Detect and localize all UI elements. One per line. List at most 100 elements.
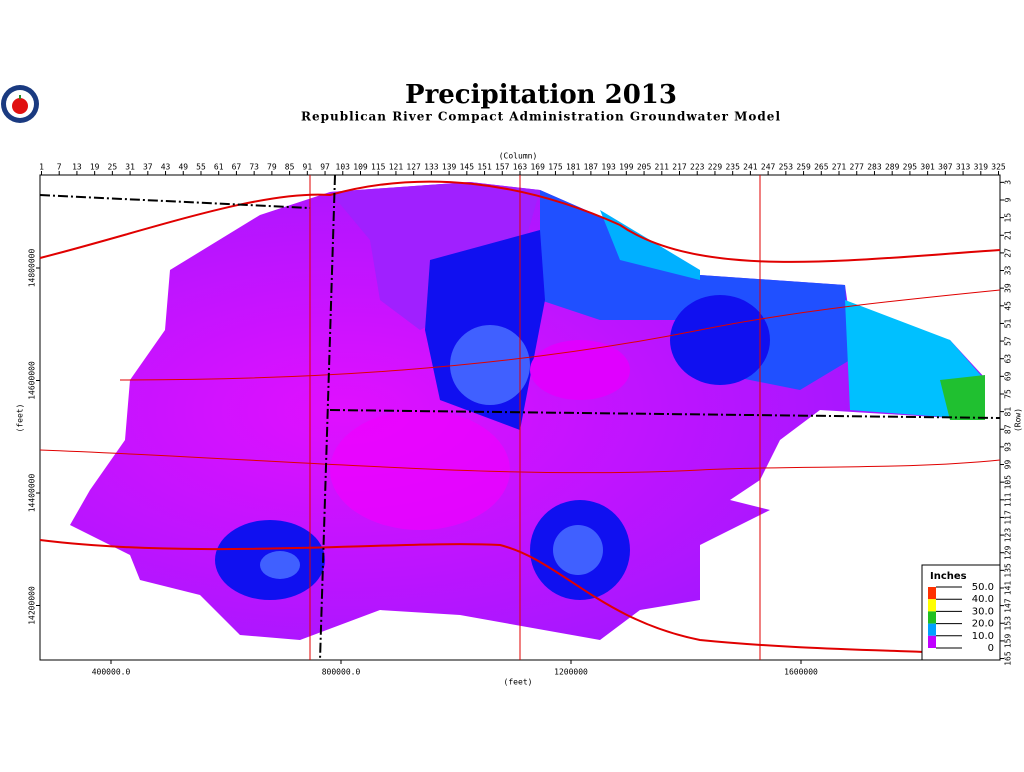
column-tick-label: 283	[867, 163, 882, 172]
row-tick-label: 117	[1004, 510, 1013, 525]
column-tick-label: 187	[584, 163, 599, 172]
column-tick-label: 109	[353, 163, 368, 172]
easting-tick-label: 400000.0	[92, 668, 131, 677]
column-tick-label: 1	[39, 163, 44, 172]
easting-tick-label: 1200000	[554, 668, 588, 677]
row-tick-label: 81	[1004, 407, 1013, 417]
legend-label: 40.0	[972, 594, 994, 605]
legend-swatch	[928, 599, 936, 612]
legend-label: 30.0	[972, 606, 994, 617]
column-tick-label: 55	[196, 163, 206, 172]
column-tick-label: 175	[548, 163, 563, 172]
column-tick-label: 61	[214, 163, 224, 172]
northing-tick-label: 14800000	[28, 249, 37, 288]
row-tick-label: 9	[1004, 197, 1013, 202]
title: Precipitation 2013	[405, 80, 677, 110]
column-tick-label: 163	[513, 163, 528, 172]
column-tick-label: 127	[406, 163, 421, 172]
row-tick-label: 69	[1004, 371, 1013, 381]
northing-tick-label: 14400000	[28, 474, 37, 513]
row-tick-label: 33	[1004, 266, 1013, 276]
column-tick-label: 25	[108, 163, 118, 172]
row-tick-label: 3	[1004, 180, 1013, 185]
column-tick-label: 79	[267, 163, 277, 172]
column-tick-label: 37	[143, 163, 153, 172]
row-tick-label: 21	[1004, 230, 1013, 240]
legend-label: 50.0	[972, 582, 994, 593]
roads	[39, 175, 1001, 660]
column-tick-label: 319	[974, 163, 989, 172]
column-tick-label: 151	[477, 163, 492, 172]
column-tick-label: 73	[249, 163, 259, 172]
row-tick-label: 27	[1004, 248, 1013, 258]
easting-axis-label: (feet)	[504, 678, 533, 687]
row-tick-label: 63	[1004, 354, 1013, 364]
column-tick-label: 49	[178, 163, 188, 172]
column-tick-label: 259	[796, 163, 811, 172]
column-tick-label: 121	[389, 163, 404, 172]
column-tick-label: 97	[320, 163, 330, 172]
row-tick-label: 111	[1004, 492, 1013, 507]
column-tick-label: 223	[690, 163, 705, 172]
row-tick-label: 123	[1004, 528, 1013, 543]
column-tick-label: 211	[655, 163, 670, 172]
legend: Inches 50.040.030.0 20.010.00	[921, 564, 1001, 661]
legend-swatch	[928, 623, 936, 636]
column-tick-label: 277	[850, 163, 865, 172]
column-tick-label: 145	[460, 163, 475, 172]
row-tick-label: 135	[1004, 563, 1013, 578]
row-tick-label: 39	[1004, 283, 1013, 293]
subtitle: Republican River Compact Administration …	[301, 110, 781, 124]
column-axis-label: (Column)	[499, 152, 538, 161]
row-tick-label: 153	[1004, 616, 1013, 631]
column-tick-label: 199	[619, 163, 634, 172]
legend-label: 0	[988, 643, 994, 654]
row-tick-label: 159	[1004, 633, 1013, 648]
legend-swatch	[928, 587, 936, 600]
column-tick-label: 307	[938, 163, 953, 172]
column-tick-label: 241	[743, 163, 758, 172]
row-tick-label: 129	[1004, 545, 1013, 560]
legend-swatch	[928, 635, 936, 648]
legend-title: Inches	[930, 571, 967, 582]
column-tick-label: 85	[285, 163, 295, 172]
column-tick-label: 181	[566, 163, 581, 172]
legend-label: 20.0	[972, 619, 994, 630]
easting-tick-label: 800000.0	[322, 668, 361, 677]
row-tick-label: 75	[1004, 389, 1013, 399]
row-tick-label: 141	[1004, 581, 1013, 596]
column-tick-label: 91	[303, 163, 313, 172]
logo	[1, 85, 39, 123]
column-tick-label: 7	[57, 163, 62, 172]
column-tick-label: 19	[90, 163, 100, 172]
column-tick-label: 271	[832, 163, 847, 172]
state-lines	[39, 174, 1001, 661]
column-tick-label: 13	[72, 163, 82, 172]
column-tick-label: 253	[779, 163, 794, 172]
column-tick-label: 301	[920, 163, 935, 172]
map-field	[70, 182, 985, 640]
legend-label: 10.0	[972, 631, 994, 642]
column-tick-label: 43	[161, 163, 171, 172]
row-axis-label: (Row)	[1014, 408, 1023, 432]
column-tick-label: 217	[672, 163, 687, 172]
column-tick-label: 205	[637, 163, 652, 172]
column-tick-label: 265	[814, 163, 829, 172]
column-tick-label: 115	[371, 163, 386, 172]
column-tick-label: 133	[424, 163, 439, 172]
row-tick-label: 93	[1004, 442, 1013, 452]
column-tick-label: 193	[601, 163, 616, 172]
column-tick-label: 103	[336, 163, 351, 172]
row-tick-label: 87	[1004, 424, 1013, 434]
column-tick-label: 289	[885, 163, 900, 172]
row-tick-label: 165	[1004, 651, 1013, 666]
column-tick-label: 169	[530, 163, 545, 172]
column-tick-label: 313	[956, 163, 971, 172]
column-tick-label: 229	[708, 163, 723, 172]
northing-tick-label: 14600000	[28, 361, 37, 400]
column-tick-label: 295	[903, 163, 918, 172]
row-tick-label: 147	[1004, 598, 1013, 613]
column-tick-label: 235	[725, 163, 740, 172]
column-tick-label: 139	[442, 163, 457, 172]
row-tick-label: 45	[1004, 301, 1013, 311]
